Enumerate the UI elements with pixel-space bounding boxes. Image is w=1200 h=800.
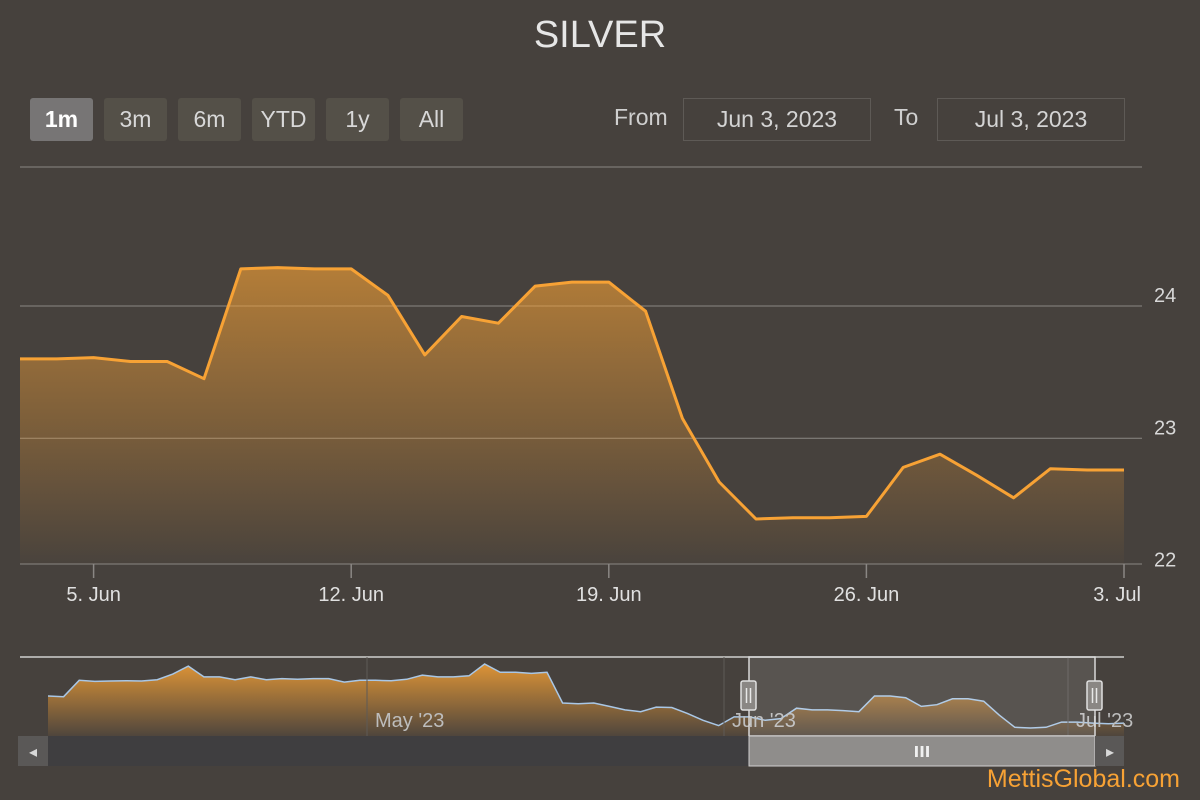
y-tick-label: 23 <box>1154 417 1176 439</box>
series-line <box>20 266 1124 521</box>
x-tick-label: 12. Jun <box>318 584 384 606</box>
series-area <box>20 267 1124 564</box>
x-tick-label: 5. Jun <box>66 584 120 606</box>
navigator-area <box>48 664 1124 736</box>
navigator-selected-range[interactable] <box>748 656 1096 737</box>
y-axis: 22 23 24 <box>1154 285 1176 572</box>
chart-title: SILVER <box>533 14 667 56</box>
range-button-ytd[interactable]: YTD <box>252 98 315 141</box>
navigator-line <box>47 663 1125 729</box>
y-tick-label: 24 <box>1154 285 1176 307</box>
scrollbar[interactable]: ◂ III ▸ <box>18 735 1124 767</box>
navigator[interactable]: May '23 Jun '23 Jul '23 <box>20 656 1133 737</box>
from-date-input[interactable]: Jun 3, 2023 <box>683 98 871 141</box>
range-button-3m[interactable]: 3m <box>104 98 167 141</box>
to-label: To <box>894 104 919 130</box>
range-button-all[interactable]: All <box>400 98 463 141</box>
navigator-label-jun: Jun '23 <box>732 710 796 732</box>
x-tick-label: 3. Jul <box>1093 584 1141 606</box>
navigator-left-handle[interactable] <box>740 680 757 711</box>
navigator-label-may: May '23 <box>375 710 444 732</box>
x-tick-label: 26. Jun <box>834 584 900 606</box>
from-label: From <box>614 104 668 130</box>
navigator-label-jul: Jul '23 <box>1076 710 1133 732</box>
x-axis: 5. Jun 12. Jun 19. Jun 26. Jun 3. Jul <box>66 564 1141 606</box>
scrollbar-right-button[interactable] <box>1095 736 1124 766</box>
range-button-6m[interactable]: 6m <box>178 98 241 141</box>
to-date-input[interactable]: Jul 3, 2023 <box>937 98 1125 141</box>
scrollbar-left-button[interactable] <box>18 736 48 766</box>
chevron-left-icon: ◂ <box>29 742 37 761</box>
chevron-right-icon: ▸ <box>1106 742 1114 761</box>
x-tick-label: 19. Jun <box>576 584 642 606</box>
scrollbar-thumb[interactable] <box>748 735 1096 767</box>
scrollbar-grip-icon: III <box>914 743 931 761</box>
watermark-brand: MettisGlobal.com <box>986 765 1180 793</box>
range-button-1y[interactable]: 1y <box>326 98 389 141</box>
range-button-1m[interactable]: 1m <box>30 98 93 141</box>
y-tick-label: 22 <box>1154 550 1176 572</box>
navigator-right-handle[interactable] <box>1086 680 1103 711</box>
